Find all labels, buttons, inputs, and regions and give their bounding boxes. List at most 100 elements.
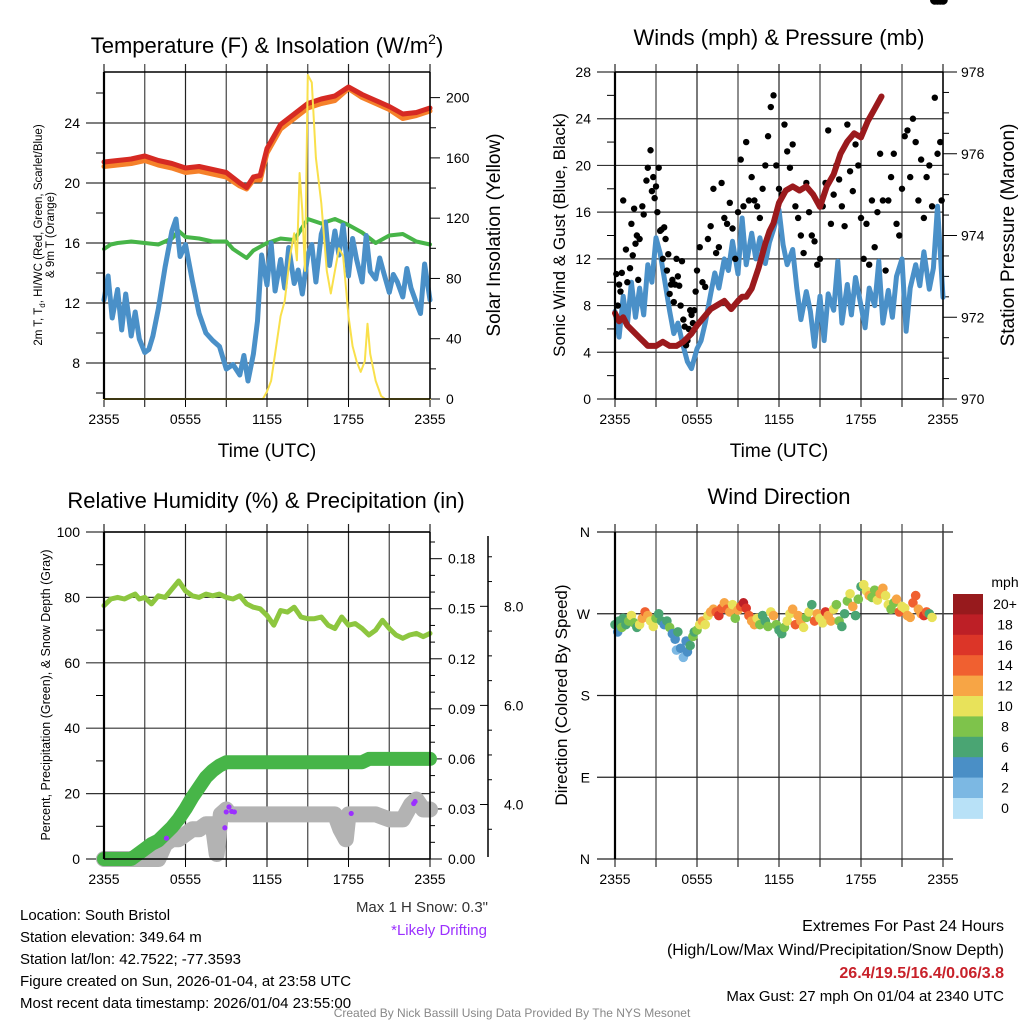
gust-point	[712, 249, 720, 257]
colorbar-label: 10	[997, 698, 1013, 714]
y2-tick-label: 0.09	[448, 701, 475, 717]
x-tick-label: 0555	[681, 871, 712, 887]
gust-point	[786, 164, 794, 171]
y-tick-label: 8	[583, 298, 591, 314]
colorbar-swatch	[953, 777, 983, 799]
x-tick-label: 1755	[845, 871, 876, 887]
gust-point	[707, 222, 714, 230]
gust-point	[652, 183, 660, 190]
series-relative-humidity	[101, 578, 433, 641]
gust-point	[863, 220, 870, 228]
y2-tick-label: 0.18	[448, 551, 475, 567]
gust-point	[885, 197, 892, 204]
y2-axis-label: Station Pressure (Maroon)	[998, 124, 1019, 347]
gust-point	[762, 162, 769, 169]
colorbar-swatch	[953, 594, 983, 615]
gust-point	[704, 235, 712, 243]
gust-point	[868, 197, 876, 204]
x-tick-label: 2355	[927, 411, 958, 427]
likely-drifting-text: *Likely Drifting	[391, 922, 487, 939]
gust-point	[628, 220, 635, 228]
colorbar-label: 16	[997, 637, 1013, 653]
x-tick-label: 1755	[845, 411, 876, 427]
gust-point	[934, 150, 941, 157]
gust-point	[937, 138, 944, 146]
gust-point	[767, 103, 774, 111]
x-tick-label: 2355	[599, 411, 630, 427]
gust-point	[825, 127, 832, 134]
series-wc	[101, 216, 433, 384]
gust-point	[648, 187, 656, 195]
direction-point	[673, 627, 683, 637]
x-tick-label: 1755	[333, 411, 364, 427]
gust-point	[737, 156, 744, 163]
gust-point	[811, 238, 818, 245]
direction-point	[670, 634, 680, 644]
gust-point	[665, 250, 672, 258]
gust-point	[860, 255, 867, 263]
gust-point	[805, 208, 813, 216]
direction-point	[804, 607, 814, 617]
colorbar-title: mph	[991, 574, 1018, 590]
colorbar-label: 14	[997, 657, 1013, 673]
gust-point	[624, 279, 631, 286]
direction-point	[714, 610, 724, 621]
direction-point	[837, 621, 847, 632]
colorbar-swatch	[953, 614, 983, 636]
x-tick-label: 1755	[333, 871, 364, 887]
colorbar-label: 12	[997, 678, 1013, 694]
colorbar-label: 6	[1001, 739, 1009, 755]
humidity-chart: Relative Humidity (%) & Precipitation (i…	[39, 488, 524, 887]
created-text: Figure created on Sun, 2026-01-04, at 23…	[20, 973, 352, 990]
gust-point	[647, 147, 654, 154]
colorbar-swatch	[953, 675, 983, 697]
gust-point	[792, 203, 799, 210]
y2-tick-label: 976	[961, 146, 985, 162]
drifting-point	[348, 810, 354, 817]
gust-point	[775, 185, 783, 192]
max-gust-text: Max Gust: 27 mph On 01/04 at 2340 UTC	[726, 988, 1004, 1005]
direction-point	[927, 612, 937, 623]
series-station-pressure	[612, 93, 885, 349]
direction-point	[700, 619, 710, 630]
gust-point	[748, 173, 755, 181]
gust-point	[626, 265, 634, 272]
series-precipitation	[97, 751, 437, 866]
gust-point	[874, 208, 881, 216]
y-tick-label: 20	[64, 786, 80, 802]
gust-point	[659, 255, 667, 263]
colorbar-swatch	[953, 655, 983, 677]
gust-point	[855, 162, 862, 169]
colorbar-swatch	[953, 634, 983, 656]
gust-point	[680, 316, 687, 323]
colorbar-swatch	[953, 798, 983, 819]
wind-direction-chart: Wind Direction 2355 0555 1155 1755 2355 N E S W N D…	[552, 0, 1019, 887]
chart-title: Wind Direction	[707, 484, 850, 509]
gust-point	[808, 232, 815, 239]
y2-axis-label: Solar Insolation (Yellow)	[484, 133, 505, 336]
x-tick-label: 0555	[170, 871, 201, 887]
gust-point	[800, 249, 807, 257]
x-tick-label: 0555	[170, 411, 201, 427]
y2-tick-label: 972	[961, 309, 985, 325]
wind-chart: Winds (mph) & Pressure (mb) 2355 0555 1155 1…	[550, 25, 1019, 462]
direction-point	[768, 610, 779, 621]
x-tick-label: 1155	[252, 411, 282, 427]
gust-point	[676, 282, 683, 289]
y-axis-label: Percent, Precipitation (Green), & Snow D…	[39, 549, 53, 840]
temperature-chart: Temperature (F) & Insolation (W/m2)2355 0…	[33, 31, 505, 462]
y2-tick-label: 0	[446, 391, 454, 407]
gust-point	[678, 257, 686, 265]
gust-point	[923, 173, 930, 181]
gust-point	[912, 138, 919, 146]
direction-point	[725, 607, 735, 617]
y-tick-label: N	[580, 524, 590, 540]
gust-point	[893, 220, 900, 228]
y-tick-label: 28	[575, 64, 591, 80]
gust-point	[904, 127, 911, 134]
y-tick-label: 16	[64, 235, 80, 251]
gust-point	[691, 307, 698, 314]
x-axis-label: Time (UTC)	[218, 441, 317, 462]
gust-point	[931, 94, 938, 101]
x-tick-label: 2355	[414, 871, 445, 887]
